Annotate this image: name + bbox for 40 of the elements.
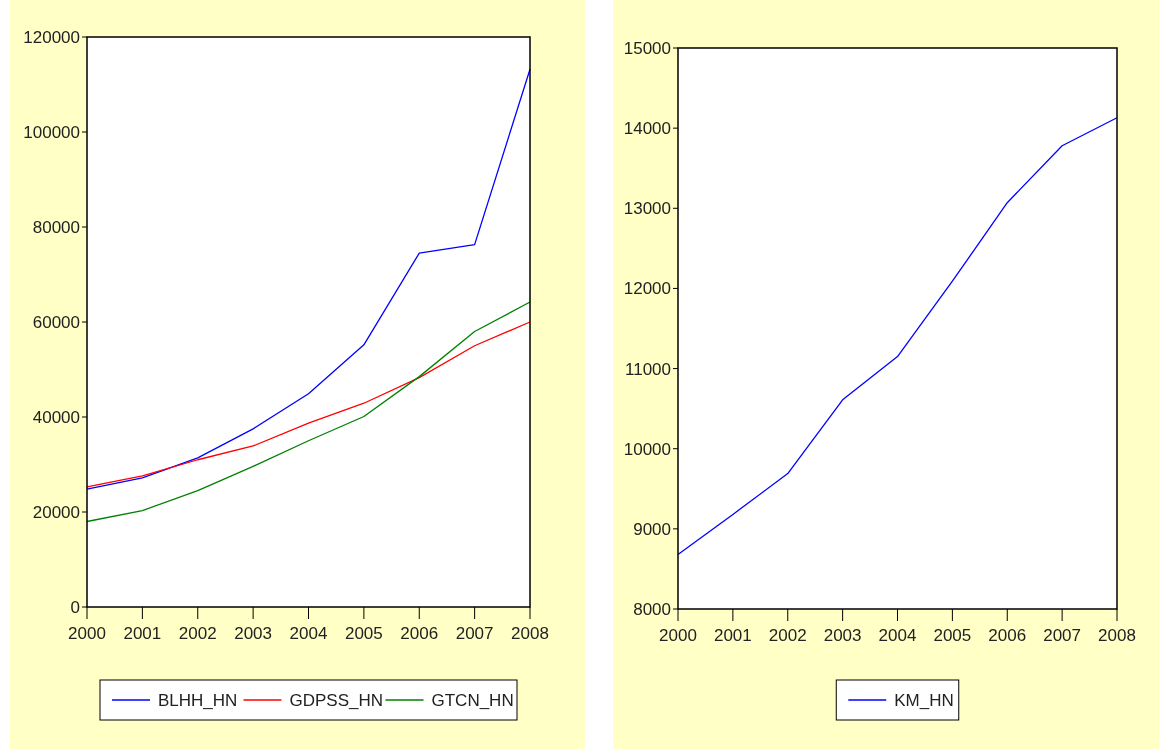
x-tick-label: 2005: [933, 626, 972, 645]
y-tick-label: 12000: [623, 279, 671, 299]
x-tick-label: 2007: [1043, 626, 1082, 645]
y-tick-label: 120000: [23, 27, 80, 47]
y-tick-label: 60000: [32, 312, 80, 332]
y-tick-label: 11000: [624, 359, 671, 379]
y-tick-label: 9000: [633, 519, 671, 539]
y-tick-label: 20000: [32, 502, 80, 522]
x-tick-label: 2002: [178, 624, 217, 643]
x-tick-label: 2000: [68, 624, 106, 643]
legend-label: KM_HN: [894, 690, 954, 710]
x-tick-label: 2002: [768, 626, 807, 645]
y-tick-label: 10000: [623, 439, 671, 459]
x-tick-label: 2006: [988, 626, 1027, 645]
y-tick-label: 13000: [623, 199, 671, 219]
x-tick-label: 2001: [713, 626, 752, 645]
y-tick-label: 80000: [32, 217, 80, 237]
line-series: [677, 117, 1118, 556]
y-tick-label: 40000: [32, 407, 80, 427]
y-tick-label: 15000: [623, 38, 671, 58]
x-tick-label: 2007: [455, 624, 494, 643]
x-tick-label: 2005: [344, 624, 383, 643]
y-tick-label: 14000: [623, 119, 671, 139]
line-series: [86, 301, 531, 523]
y-tick-label: 100000: [23, 122, 80, 142]
y-tick-label: 0: [70, 597, 80, 617]
legend-label: GTCN_HN: [431, 690, 514, 710]
legend-label: GDPSS_HN: [289, 690, 384, 710]
x-tick-label: 2008: [1098, 626, 1136, 645]
x-tick-label: 2006: [400, 624, 439, 643]
x-tick-label: 2004: [878, 626, 917, 645]
x-tick-label: 2001: [123, 624, 162, 643]
legend-label: BLHH_HN: [158, 690, 238, 710]
x-tick-label: 2004: [289, 624, 328, 643]
y-tick-label: 8000: [633, 599, 671, 619]
x-tick-label: 2000: [659, 626, 697, 645]
x-tick-label: 2003: [234, 624, 273, 643]
x-tick-label: 2003: [823, 626, 862, 645]
x-tick-label: 2008: [511, 624, 549, 643]
line-series: [86, 321, 531, 488]
